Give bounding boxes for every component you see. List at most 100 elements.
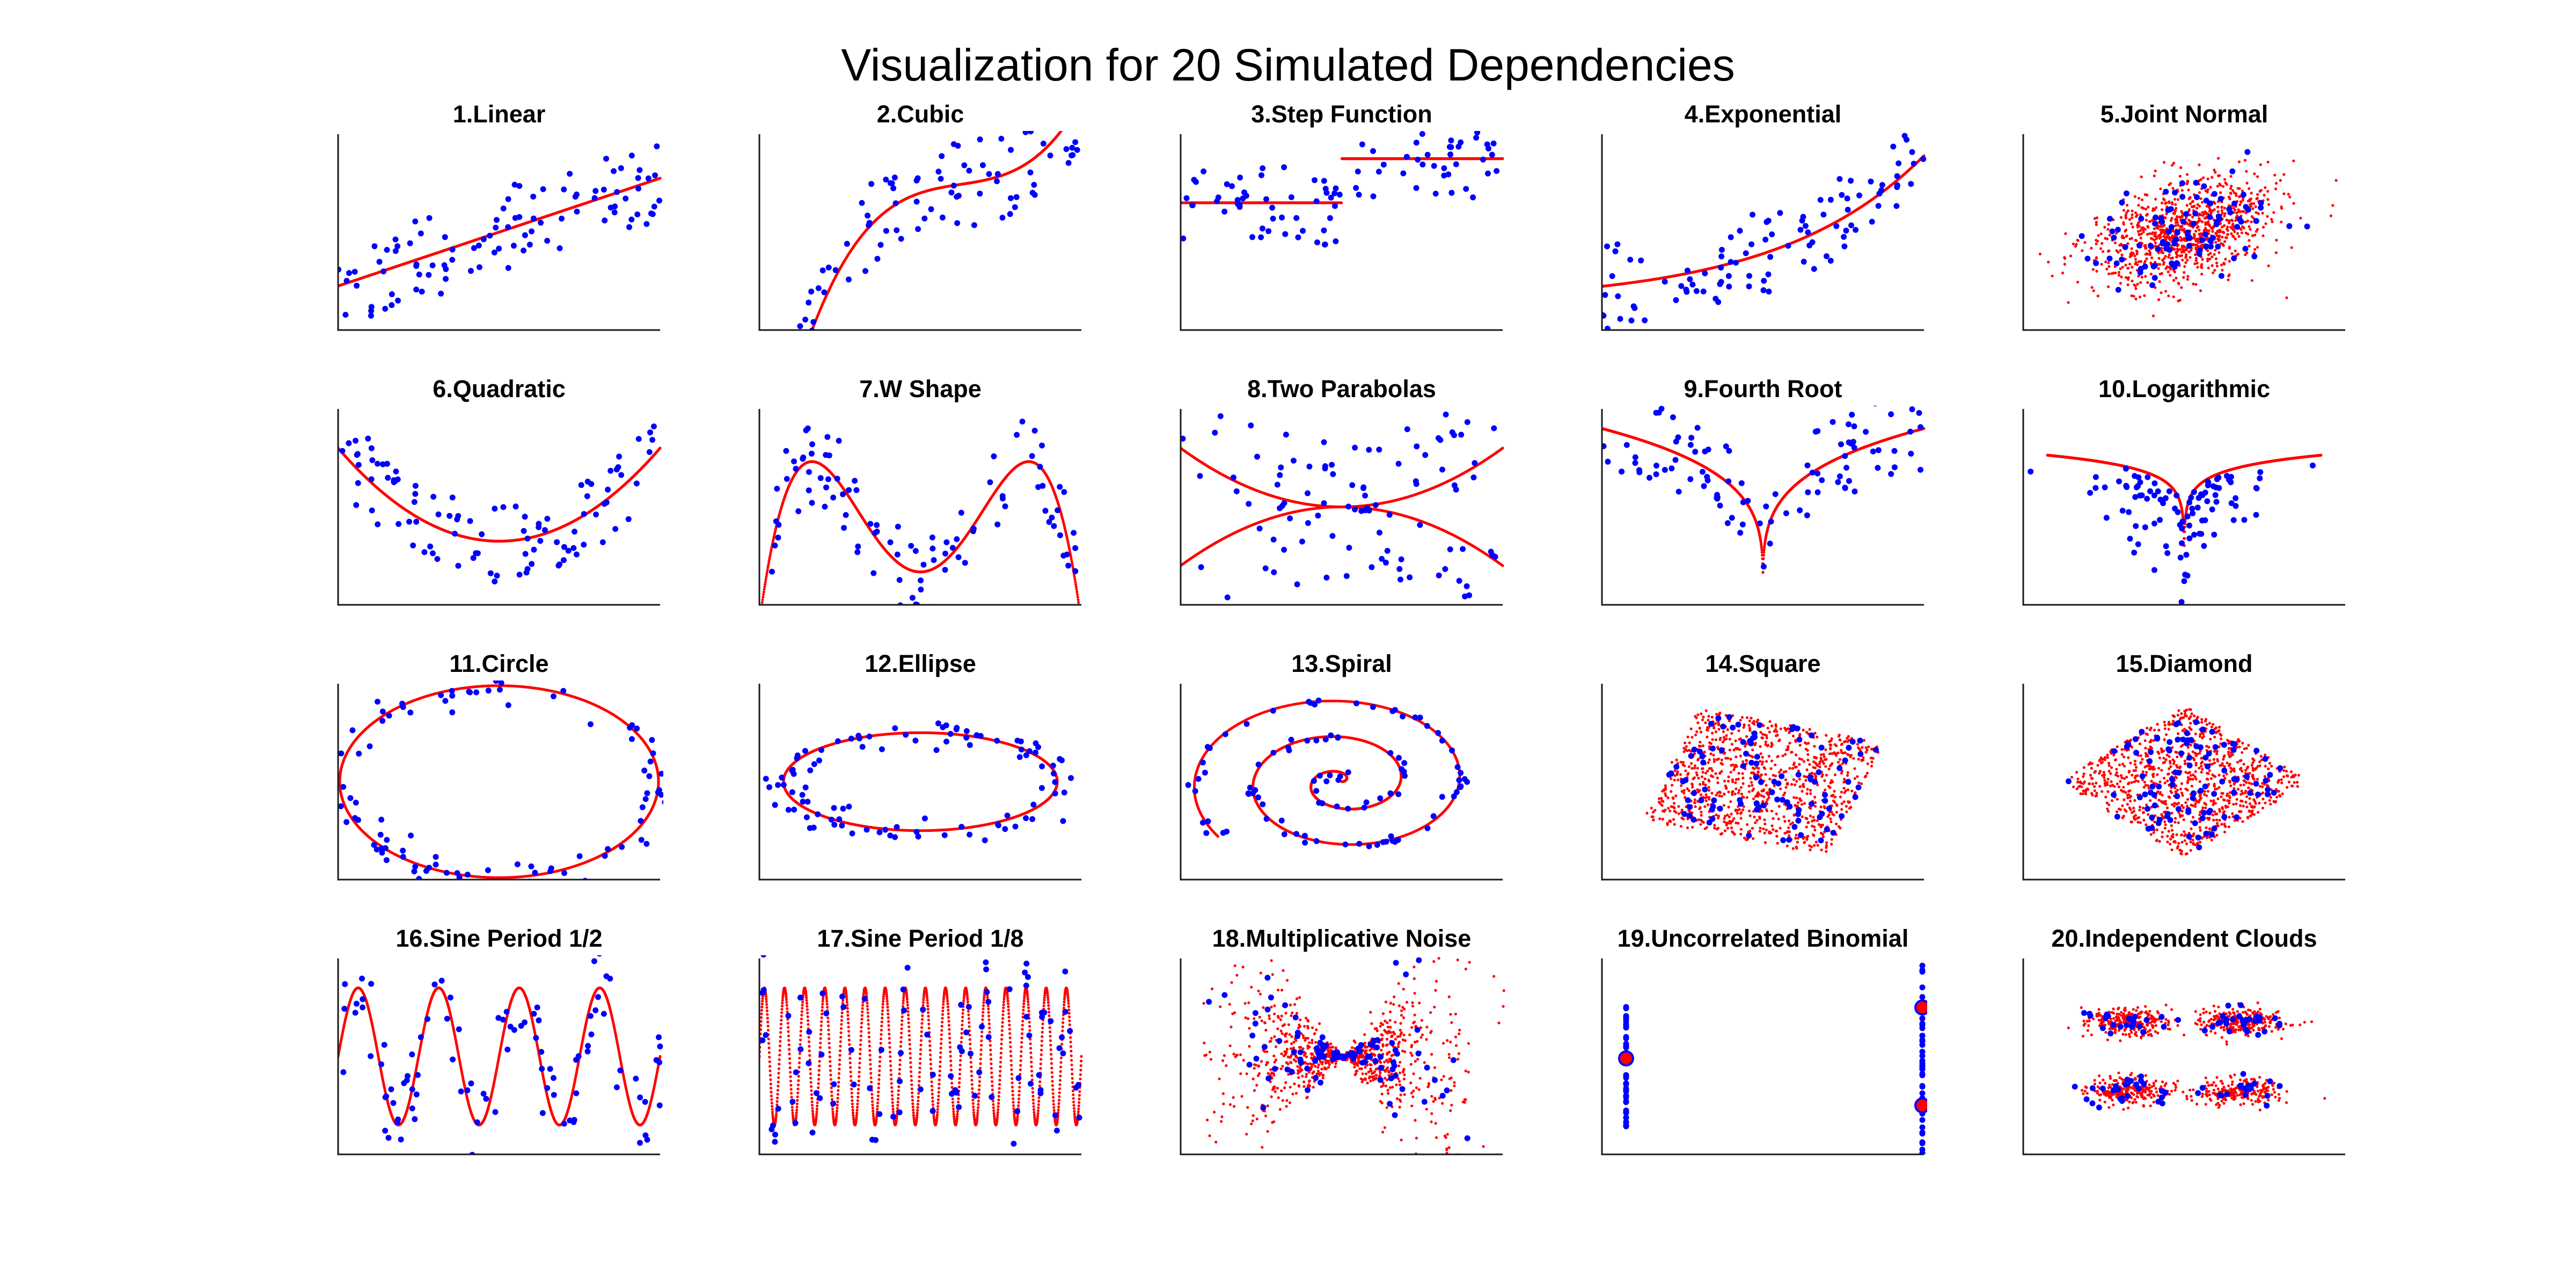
sample-point: [2136, 243, 2143, 249]
reference-point: [2172, 295, 2175, 298]
reference-point: [2249, 228, 2252, 231]
reference-point: [2134, 287, 2138, 290]
sample-point: [1259, 225, 1265, 232]
sample-point: [475, 243, 482, 248]
reference-point: [2138, 233, 2141, 237]
sample-point: [883, 177, 889, 183]
reference-point: [2204, 210, 2207, 213]
sample-point: [1237, 174, 1243, 181]
reference-point: [1340, 201, 1343, 204]
reference-point: [2180, 246, 2184, 249]
sample-point: [1684, 267, 1690, 274]
reference-point: [2215, 265, 2219, 268]
reference-point: [2180, 286, 2183, 289]
reference-point: [2185, 182, 2189, 186]
reference-point: [2146, 232, 2149, 236]
sample-point: [1321, 178, 1327, 184]
reference-point: [2256, 196, 2259, 200]
sample-point: [2227, 209, 2234, 216]
reference-point: [2095, 269, 2098, 273]
reference-point: [2150, 256, 2154, 259]
reference-point: [2213, 269, 2216, 272]
sample-point: [1072, 139, 1079, 145]
reference-point: [2206, 249, 2209, 252]
sample-point: [948, 189, 955, 196]
sample-point: [1845, 207, 1851, 213]
sample-point: [1853, 226, 1859, 233]
sample-point: [449, 246, 456, 253]
sample-point: [443, 276, 449, 282]
reference-point: [2126, 267, 2129, 270]
axes-frame: [337, 134, 660, 331]
sample-point: [874, 255, 881, 262]
reference-point: [2185, 173, 2189, 176]
sample-point: [530, 215, 537, 222]
sample-point: [935, 169, 942, 175]
sample-point: [954, 220, 961, 226]
reference-point: [2207, 229, 2211, 232]
sample-point: [1743, 250, 1749, 257]
reference-point: [2173, 197, 2177, 201]
reference-point: [2076, 281, 2080, 284]
reference-point: [2169, 182, 2172, 185]
sample-point: [1069, 144, 1075, 151]
reference-point: [2198, 217, 2201, 220]
sample-point: [1260, 165, 1266, 171]
sample-point: [1800, 214, 1806, 220]
sample-point: [426, 215, 433, 221]
reference-point: [2194, 253, 2197, 257]
sample-point: [1868, 178, 1874, 185]
reference-point: [1060, 128, 1063, 131]
reference-point: [2131, 225, 2134, 229]
reference-point: [2262, 225, 2265, 229]
sample-point: [2180, 218, 2186, 225]
sample-point: [1074, 147, 1080, 153]
reference-point: [2131, 266, 2134, 269]
reference-point: [2254, 205, 2257, 208]
reference-point: [2136, 282, 2139, 286]
sample-point: [1293, 215, 1300, 221]
reference-point: [2205, 204, 2208, 208]
figure-title: Visualization for 20 Simulated Dependenc…: [841, 40, 1735, 90]
sample-point: [1249, 234, 1255, 240]
sample-point: [1728, 259, 1734, 265]
reference-point: [2126, 283, 2129, 287]
reference-point: [2248, 187, 2251, 191]
sample-point: [2158, 216, 2164, 222]
panel-2: 2.Cubic: [758, 100, 1081, 331]
sample-point: [966, 167, 972, 174]
axes-frame: [1601, 134, 1924, 331]
reference-point: [2248, 225, 2251, 228]
sample-point: [862, 268, 868, 274]
reference-point: [2227, 274, 2230, 277]
reference-point: [2266, 198, 2270, 201]
reference-point: [2076, 238, 2079, 242]
sample-point: [1894, 184, 1900, 191]
sample-point: [1684, 289, 1690, 295]
sample-point: [2115, 287, 2121, 293]
reference-point: [2083, 241, 2087, 244]
reference-point: [2164, 216, 2167, 219]
sample-point: [1359, 141, 1365, 148]
reference-point: [2107, 265, 2111, 268]
reference-point: [2214, 171, 2217, 174]
reference-point: [2250, 192, 2253, 195]
reference-point: [2275, 238, 2278, 242]
sample-point: [572, 194, 579, 200]
reference-point: [2194, 259, 2198, 262]
sample-point: [1448, 189, 1455, 196]
sample-point: [394, 243, 401, 250]
sample-point: [1638, 257, 1644, 264]
sample-point: [950, 141, 957, 148]
sample-point: [825, 265, 832, 270]
reference-point: [2136, 263, 2139, 266]
sample-point: [1192, 179, 1199, 185]
reference-point: [2160, 246, 2163, 250]
sample-point: [2258, 204, 2264, 211]
reference-point: [2132, 295, 2135, 298]
reference-point: [2101, 241, 2104, 245]
reference-point: [2081, 249, 2084, 252]
plot-area: [338, 143, 662, 319]
reference-point: [2225, 183, 2228, 186]
panel-title: 3.Step Function: [1251, 100, 1432, 128]
